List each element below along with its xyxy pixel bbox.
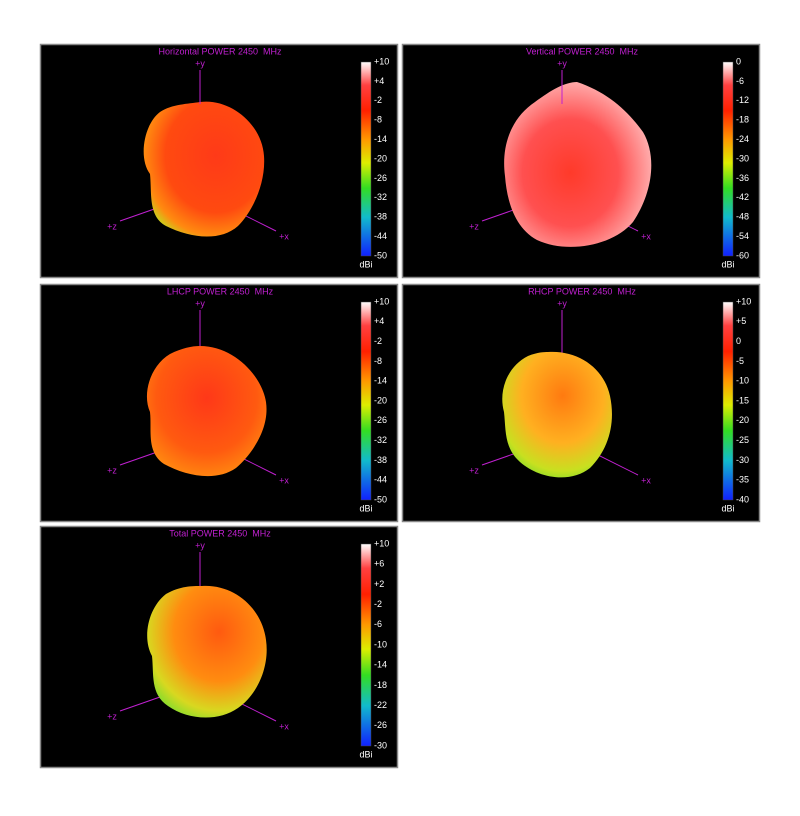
colorbar-tick-label: -20	[374, 153, 387, 163]
colorbar-tick-label: -36	[736, 173, 749, 183]
colorbar-tick-label: +6	[374, 559, 384, 569]
axis-label: +x	[641, 231, 651, 241]
panel-title: Total POWER 2450 MHz	[169, 528, 271, 538]
axis-label: +z	[107, 221, 117, 231]
colorbar-tick-label: -30	[736, 153, 749, 163]
plot-panel: Horizontal POWER 2450 MHz +y +z +x +10 +4 -2 -8…	[39, 43, 399, 279]
colorbar-unit: dBi	[359, 749, 372, 759]
panel-title: Horizontal POWER 2450 MHz	[158, 46, 282, 56]
colorbar-tick-label: -10	[736, 376, 749, 386]
colorbar-tick-label: -50	[374, 494, 387, 504]
plot-panel: RHCP POWER 2450 MHz +y +z +x +10 +5 0 -5 -10 -15 -…	[401, 283, 761, 523]
colorbar-tick-label: -18	[374, 680, 387, 690]
axis-label: +x	[279, 475, 289, 485]
colorbar-tick-label: +10	[736, 296, 751, 306]
panel-title: RHCP POWER 2450 MHz	[528, 286, 636, 296]
colorbar	[722, 301, 734, 501]
colorbar-tick-label: -38	[374, 455, 387, 465]
axis-label: +z	[469, 221, 479, 231]
axis-label: +z	[469, 465, 479, 475]
plot-panel: Vertical POWER 2450 MHz +y +z +x 0 -6 -12 -18 -2…	[401, 43, 761, 279]
axis-label: +z	[107, 711, 117, 721]
axis-label: +x	[279, 721, 289, 731]
colorbar-tick-label: -20	[736, 415, 749, 425]
colorbar-tick-label: -2	[374, 599, 382, 609]
colorbar-tick-label: -2	[374, 336, 382, 346]
colorbar-tick-label: +4	[374, 76, 384, 86]
colorbar-tick-label: -60	[736, 250, 749, 260]
colorbar-tick-label: -12	[736, 95, 749, 105]
colorbar-tick-label: -26	[374, 173, 387, 183]
colorbar-tick-label: +10	[374, 538, 389, 548]
colorbar-tick-label: -44	[374, 475, 387, 485]
colorbar-tick-label: -24	[736, 134, 749, 144]
colorbar-tick-label: +5	[736, 316, 746, 326]
axis-label: +y	[557, 298, 567, 308]
colorbar-tick-label: -50	[374, 250, 387, 260]
axis-label: +y	[195, 58, 205, 68]
colorbar-tick-label: -30	[736, 455, 749, 465]
colorbar-tick-label: -5	[736, 356, 744, 366]
colorbar-tick-label: -22	[374, 700, 387, 710]
colorbar	[360, 543, 372, 747]
colorbar-tick-label: +10	[374, 296, 389, 306]
colorbar-tick-label: -40	[736, 494, 749, 504]
colorbar-unit: dBi	[359, 259, 372, 269]
colorbar-unit: dBi	[721, 503, 734, 513]
colorbar-tick-label: -8	[374, 115, 382, 125]
colorbar-tick-label: +10	[374, 56, 389, 66]
colorbar-unit: dBi	[721, 259, 734, 269]
colorbar-tick-label: -14	[374, 134, 387, 144]
colorbar-tick-label: +4	[374, 316, 384, 326]
colorbar-tick-label: -18	[736, 115, 749, 125]
colorbar-tick-label: -32	[374, 192, 387, 202]
colorbar-tick-label: -8	[374, 356, 382, 366]
colorbar	[360, 301, 372, 501]
axis-label: +y	[557, 58, 567, 68]
axis-label: +z	[107, 465, 117, 475]
colorbar-tick-label: -20	[374, 395, 387, 405]
colorbar-tick-label: -14	[374, 376, 387, 386]
axis-label: +x	[641, 475, 651, 485]
colorbar-tick-label: -10	[374, 639, 387, 649]
radiation-pattern	[502, 351, 612, 478]
axis-label: +y	[195, 540, 205, 550]
axis-label: +y	[195, 298, 205, 308]
colorbar-tick-label: -14	[374, 660, 387, 670]
panel-title: Vertical POWER 2450 MHz	[526, 46, 639, 56]
colorbar-tick-label: -15	[736, 395, 749, 405]
colorbar-tick-label: -38	[374, 212, 387, 222]
colorbar	[722, 61, 734, 257]
colorbar-tick-label: -25	[736, 435, 749, 445]
plot-panel: LHCP POWER 2450 MHz +y +z +x +10 +4 -2 -8 -14 -20…	[39, 283, 399, 523]
colorbar-tick-label: -6	[374, 619, 382, 629]
radiation-pattern	[146, 346, 267, 477]
colorbar-tick-label: -54	[736, 231, 749, 241]
colorbar-tick-label: -30	[374, 740, 387, 750]
colorbar-tick-label: -44	[374, 231, 387, 241]
plot-panel: Total POWER 2450 MHz +y +z +x +10 +6 +2 -2 -6 -10…	[39, 525, 399, 769]
radiation-pattern	[143, 101, 265, 237]
panel-title: LHCP POWER 2450 MHz	[167, 286, 274, 296]
radiation-pattern	[504, 82, 652, 247]
colorbar-tick-label: 0	[736, 336, 741, 346]
colorbar-tick-label: -26	[374, 415, 387, 425]
colorbar-tick-label: +2	[374, 579, 384, 589]
colorbar-tick-label: 0	[736, 56, 741, 66]
colorbar-tick-label: -48	[736, 212, 749, 222]
colorbar-tick-label: -35	[736, 475, 749, 485]
colorbar-tick-label: -26	[374, 720, 387, 730]
colorbar-tick-label: -42	[736, 192, 749, 202]
radiation-pattern	[147, 585, 267, 718]
colorbar-tick-label: -32	[374, 435, 387, 445]
colorbar-tick-label: -6	[736, 76, 744, 86]
colorbar-tick-label: -2	[374, 95, 382, 105]
axis-label: +x	[279, 231, 289, 241]
colorbar	[360, 61, 372, 257]
colorbar-unit: dBi	[359, 503, 372, 513]
